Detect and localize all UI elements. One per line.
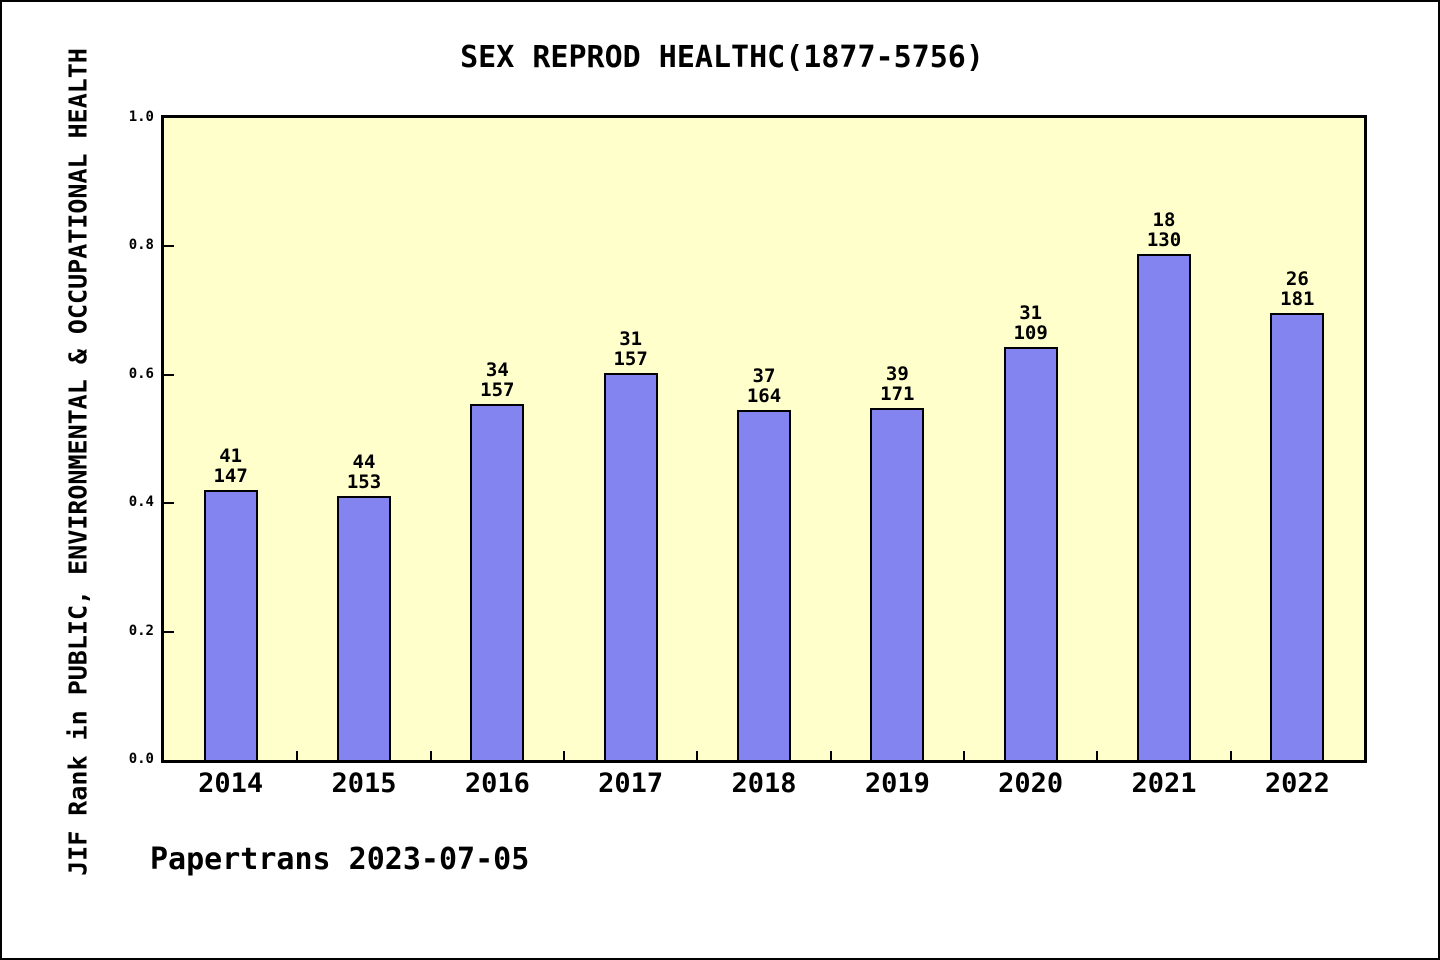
bar-value-label-2017: 31 157 [613, 328, 648, 370]
x-axis-minor-tick [1229, 751, 1232, 760]
plot-area: 41 147 44 153 34 157 31 157 37 164 39 171 31 1… [161, 115, 1367, 763]
bar-2017 [603, 373, 658, 760]
x-axis-minor-tick [1096, 751, 1099, 760]
x-tick-label-2021: 2021 [1131, 768, 1197, 799]
y-tick-label-0.6: 0.6 [128, 365, 154, 382]
y-tick-label-0.4: 0.4 [128, 494, 154, 511]
bar-value-label-2021: 18 130 [1146, 209, 1182, 251]
bar-value-label-2014: 41 147 [213, 445, 248, 487]
bar-2021 [1137, 254, 1191, 760]
y-tick-label-0.0: 0.0 [128, 751, 154, 767]
x-tick-label-2014: 2014 [198, 768, 264, 799]
bar-value-label-2015: 44 153 [346, 451, 382, 493]
x-axis-minor-tick [963, 751, 965, 760]
bar-2015 [337, 496, 391, 760]
bar-2022 [1270, 313, 1325, 760]
y-tick-label-1.0: 1.0 [128, 109, 154, 125]
bar-2020 [1003, 347, 1058, 760]
y-axis-tick [164, 373, 174, 376]
y-tick-label-0.2: 0.2 [128, 622, 154, 639]
footer-watermark: Papertrans 2023-07-05 [150, 842, 530, 877]
x-tick-label-2015: 2015 [331, 768, 397, 799]
bar-2016 [470, 404, 525, 760]
bar-value-label-2022: 26 181 [1280, 268, 1315, 310]
bar-value-label-2020: 31 109 [1013, 302, 1048, 344]
bar-value-label-2016: 34 157 [480, 359, 515, 401]
x-axis-minor-tick [829, 751, 832, 760]
y-axis-tick [164, 245, 174, 248]
x-axis-minor-tick [563, 751, 565, 760]
x-tick-label-2017: 2017 [598, 768, 664, 799]
x-axis-minor-tick [429, 751, 432, 760]
x-axis-minor-tick [296, 751, 299, 760]
x-tick-label-2016: 2016 [464, 768, 530, 799]
bar-2019 [870, 408, 925, 760]
y-tick-label-0.8: 0.8 [128, 237, 154, 254]
x-tick-label-2018: 2018 [731, 768, 797, 799]
x-tick-label-2020: 2020 [998, 768, 1064, 799]
bar-value-label-2018: 37 164 [746, 365, 782, 407]
y-axis-tick [164, 630, 174, 633]
bar-value-label-2019: 39 171 [880, 363, 915, 405]
y-axis-tick [164, 502, 174, 505]
chart-title: SEX REPROD HEALTHC(1877-5756) [460, 40, 984, 75]
bar-2014 [203, 490, 258, 760]
bar-2018 [737, 410, 791, 760]
x-tick-label-2022: 2022 [1264, 768, 1330, 799]
y-axis-title: JIF Rank in PUBLIC, ENVIRONMENTAL & OCCU… [63, 48, 93, 876]
x-tick-label-2019: 2019 [864, 768, 930, 799]
x-axis-minor-tick [696, 751, 699, 760]
